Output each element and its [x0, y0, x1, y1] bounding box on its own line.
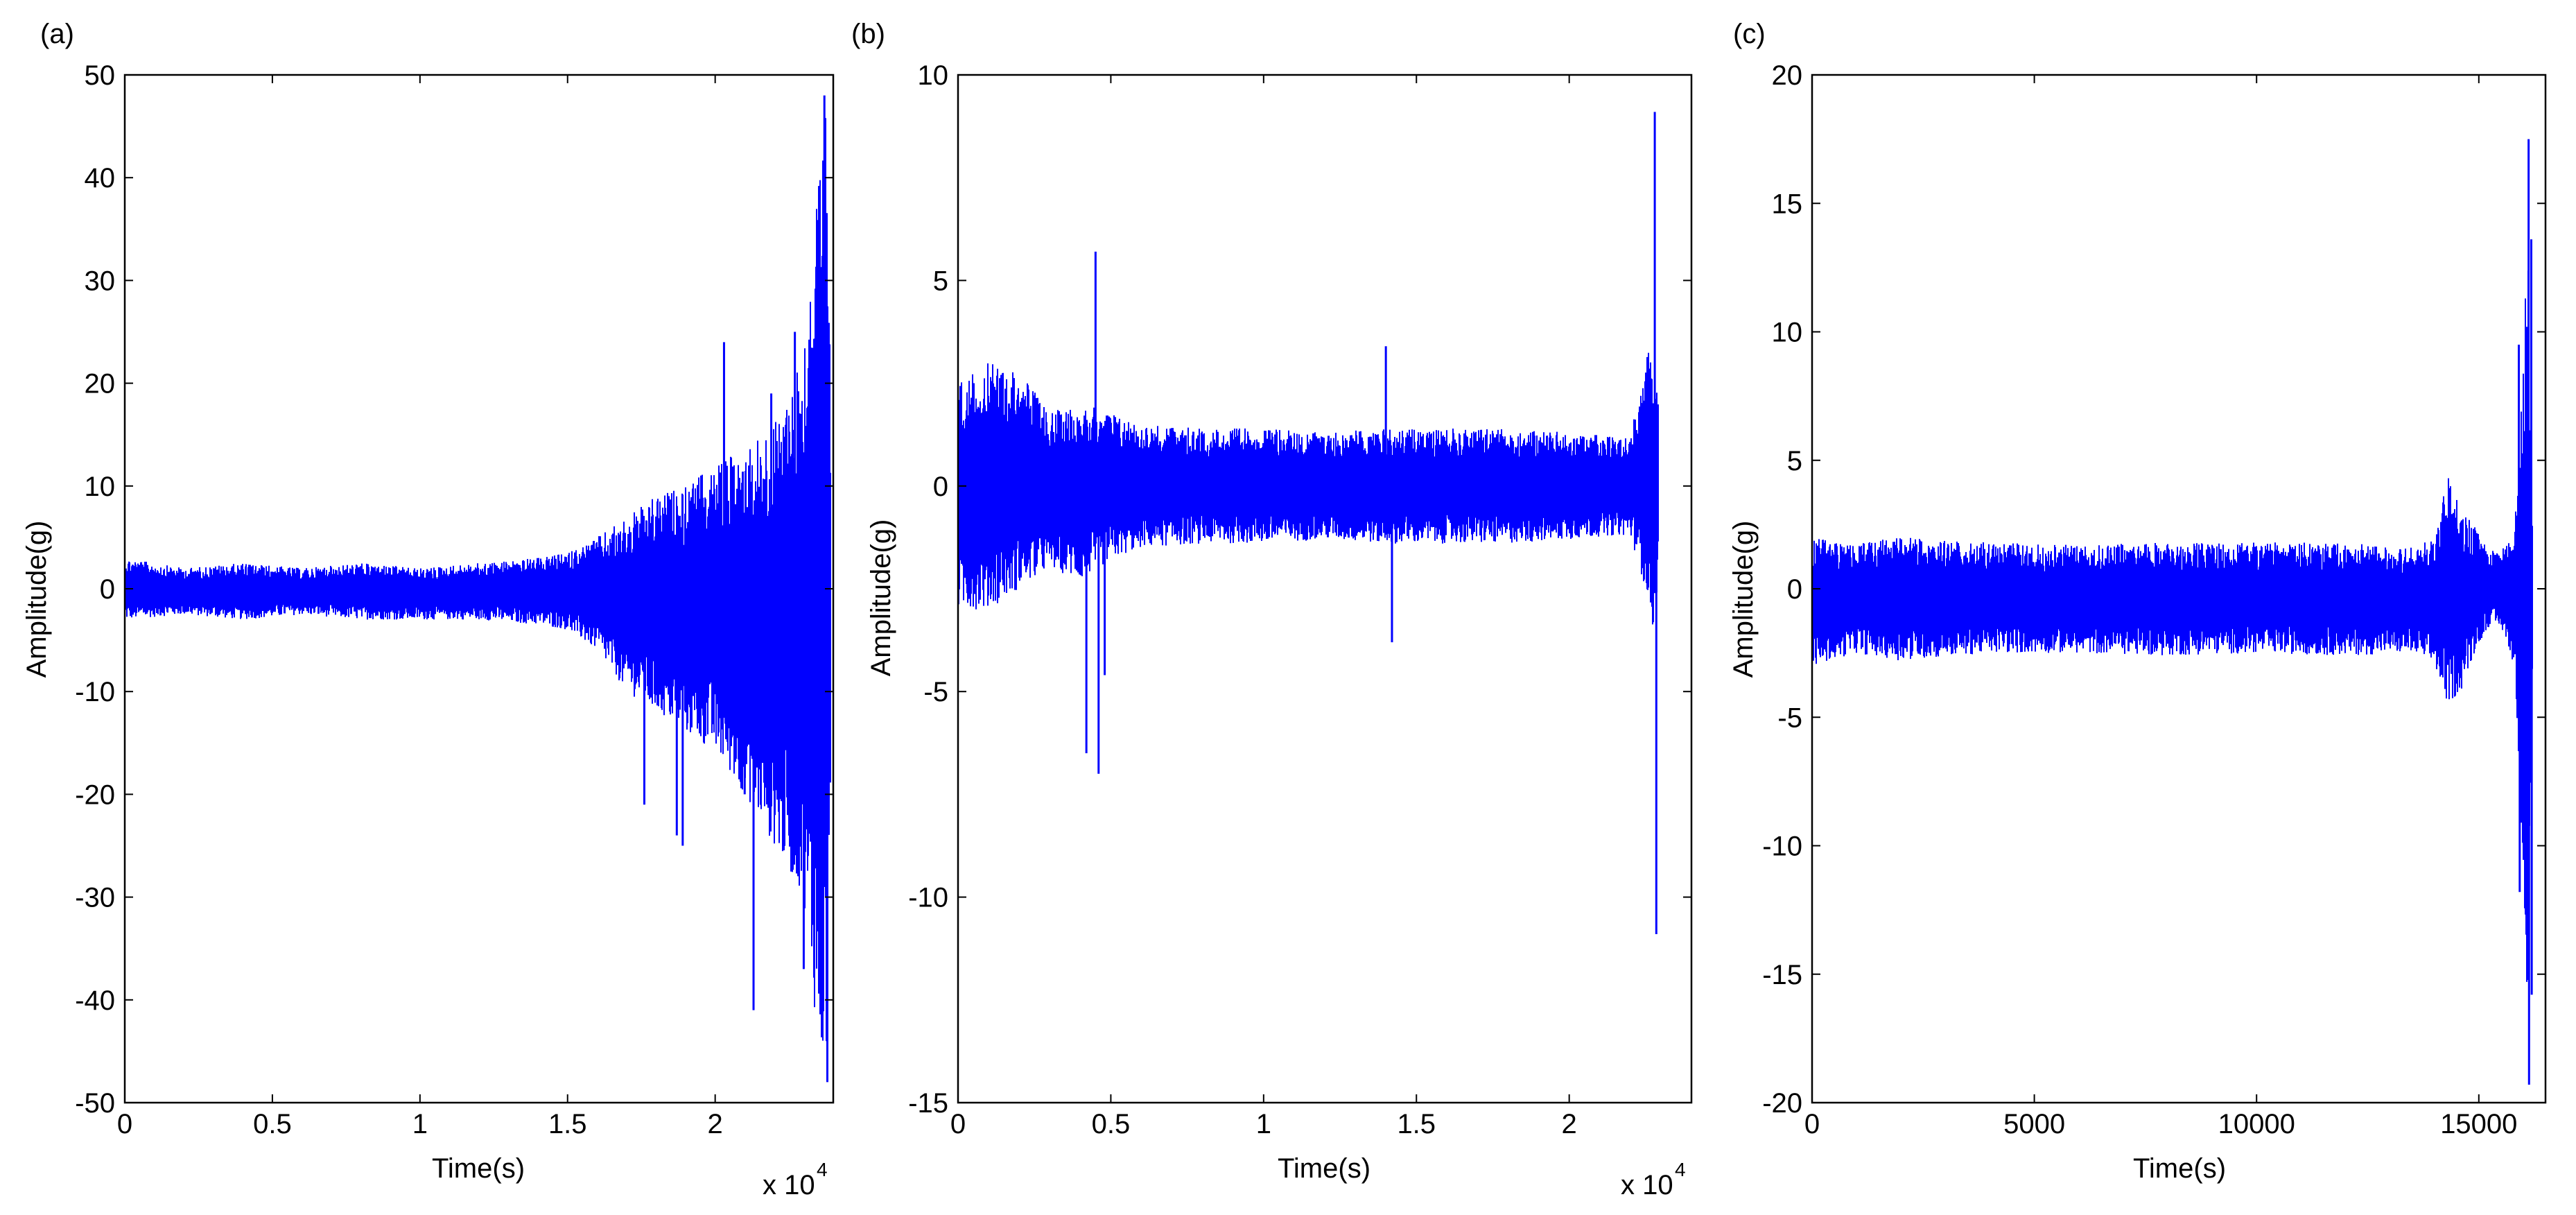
panel-a-xtick-label: 0: [117, 1109, 132, 1139]
panel-c-xtick-label: 0: [1804, 1109, 1820, 1139]
panel-a-ytick-label: -20: [75, 779, 115, 810]
panel-b-label: (b): [851, 19, 885, 49]
panel-b-ytick-label: 5: [933, 266, 948, 296]
panel-c-xtick-label: 5000: [2003, 1109, 2065, 1139]
panel-a-ylabel: Amplitude(g): [21, 521, 52, 678]
panel-a: (a) 0 0.5 1 1.5 2-50-40-30-20-1001020304050 …: [21, 19, 835, 1200]
panel-b-x-multiplier: x 10: [1621, 1170, 1673, 1200]
panel-b: (b) 0 0.5 1 1.5 2 -15 -10 -5 0 5 10 Time(s) Amplit…: [851, 19, 1693, 1200]
panel-b-xtick-label: 1.5: [1397, 1109, 1436, 1139]
panel-c-label: (c): [1733, 19, 1766, 49]
panel-a-xtick-label: 2: [708, 1109, 723, 1139]
panel-a-xtick-label: 1: [412, 1109, 428, 1139]
panel-a-plot: 0 0.5 1 1.5 2 -50 -40 -30 -20 -10 0 10 20 30 40 50: [75, 60, 835, 1139]
panel-c-ytick-label: 5: [1787, 446, 1802, 476]
panel-a-xtick-label: 1.5: [548, 1109, 587, 1139]
panel-a-ytick-label: -30: [75, 883, 115, 913]
panel-c: (c) 0 5000 10000 15000 -20 -15 -10 -5 0 5 10 15 20 T…: [1728, 19, 2547, 1184]
panel-a-ytick-label: 20: [85, 369, 116, 399]
panel-c-ytick-label: -5: [1777, 703, 1802, 733]
panel-b-ytick-label: -5: [923, 677, 948, 707]
panel-b-axes-box: [957, 74, 1693, 1104]
panel-b-xtick-label: 1: [1256, 1109, 1271, 1139]
panel-b-ylabel: Amplitude(g): [866, 519, 896, 677]
panel-c-ytick-label: 0: [1787, 574, 1802, 605]
panel-b-xtick-label: 0.5: [1092, 1109, 1131, 1139]
panel-a-ytick-label: 30: [85, 266, 116, 296]
panel-a-x-multiplier-exponent: 4: [817, 1159, 828, 1180]
panel-b-xtick-label: 0: [950, 1109, 966, 1139]
panel-c-xtick-label: 15000: [2440, 1109, 2517, 1139]
panel-c-ytick-label: -10: [1762, 831, 1802, 862]
panel-b-x-multiplier-exponent: 4: [1675, 1159, 1686, 1180]
panel-b-ytick-label: -15: [908, 1088, 948, 1119]
panel-a-ytick-label: 10: [85, 472, 116, 502]
panel-a-xtick-label: 0.5: [253, 1109, 292, 1139]
panel-c-xlabel: Time(s): [2133, 1153, 2226, 1184]
panel-c-xtick-label: 10000: [2218, 1109, 2295, 1139]
panel-b-ytick-label: -10: [908, 883, 948, 913]
panel-a-ytick-label: -40: [75, 985, 115, 1016]
panel-b-ytick-label: 10: [918, 60, 949, 91]
panel-c-trace-group: [1812, 139, 2533, 1085]
panel-c-ytick-label: -20: [1762, 1088, 1802, 1119]
panel-c-ytick-label: -15: [1762, 960, 1802, 990]
panel-a-ytick-label: 50: [85, 60, 116, 91]
panel-b-plot: 0 0.5 1 1.5 2 -15 -10 -5 0 5 10: [908, 60, 1693, 1139]
panel-c-signal-trace: [1812, 270, 2533, 982]
panel-a-ytick-label: 0: [100, 574, 115, 605]
panel-b-trace-group: [958, 112, 1659, 934]
panel-a-trace-group: [125, 95, 831, 1083]
panel-a-xlabel: Time(s): [432, 1153, 525, 1184]
panel-a-ytick-label: 40: [85, 163, 116, 193]
panel-b-signal-trace: [958, 352, 1659, 625]
panel-a-signal-trace: [125, 118, 831, 1042]
panel-b-ytick-label: 0: [933, 472, 948, 502]
panel-c-ytick-label: 15: [1772, 189, 1803, 219]
panel-c-ytick-label: 10: [1772, 318, 1803, 348]
panel-a-ytick-label: -10: [75, 677, 115, 707]
panel-b-xlabel: Time(s): [1278, 1153, 1370, 1184]
panel-c-plot: 0 5000 10000 15000 -20 -15 -10 -5 0 5 10 15 20: [1762, 60, 2547, 1139]
panel-c-ylabel: Amplitude(g): [1728, 521, 1759, 678]
panel-b-xtick-label: 2: [1562, 1109, 1577, 1139]
panel-a-label: (a): [40, 19, 74, 49]
panel-a-ytick-label: -50: [75, 1088, 115, 1119]
panel-c-ytick-label: 20: [1772, 60, 1803, 91]
panel-a-x-multiplier: x 10: [763, 1170, 815, 1200]
